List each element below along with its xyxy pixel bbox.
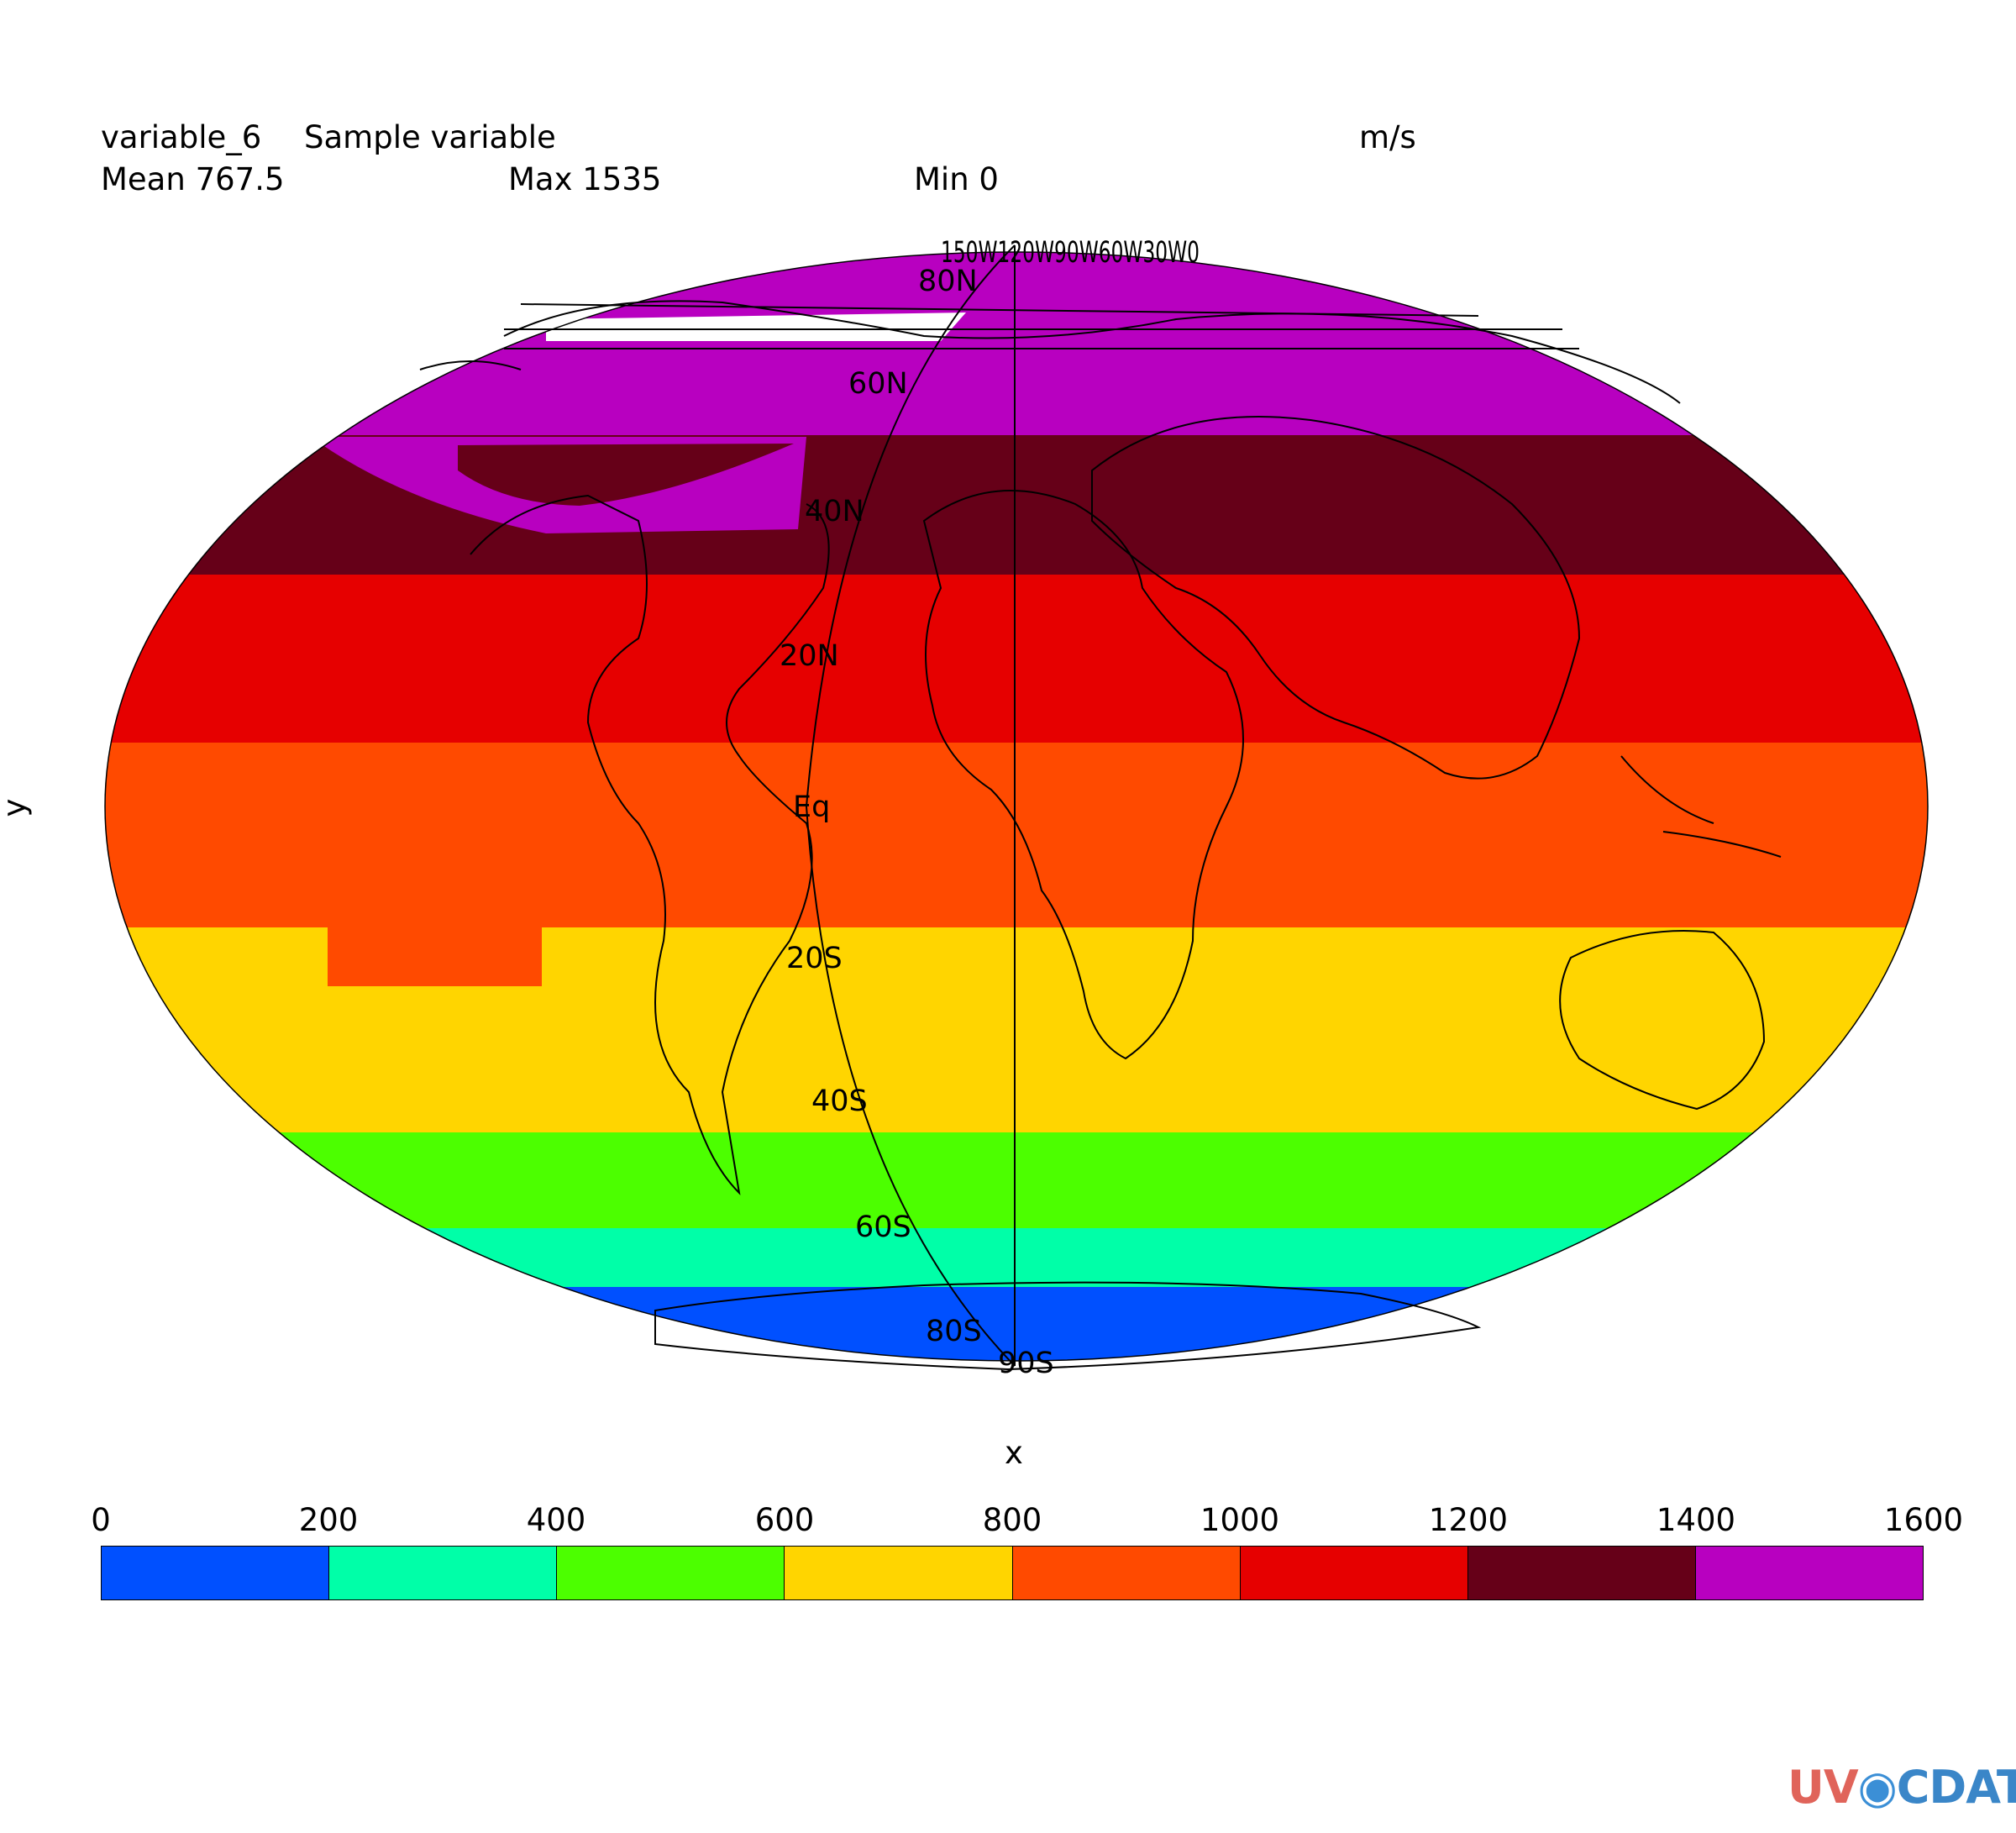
colorbar-tick: 1000 [1200,1502,1280,1538]
colorbar-cell [1240,1547,1468,1599]
lon-labels-overlap: 150W120W90W60W30W0 [941,236,1200,270]
lat-label-40s: 40S [811,1085,868,1118]
x-axis-label: x [1005,1435,1023,1471]
band-400-600 [105,1132,1928,1230]
long-name: Sample variable [304,119,556,155]
colorbar-tick: 1600 [1883,1502,1964,1538]
band-200-400 [105,1228,1928,1289]
orange-patch [328,926,542,986]
colorbar-tick: 800 [982,1502,1042,1538]
mean-label: Mean 767.5 [101,161,285,197]
units-label: m/s [1359,119,1416,155]
logo-uv: UV [1788,1761,1859,1814]
globe-outline [104,251,1929,1362]
max-label: Max 1535 [508,161,662,197]
lat-label-eq: Eq [793,790,830,824]
lat-label-20n: 20N [780,639,839,673]
uvcdat-logo: UV◉CDAT [1788,1761,2016,1814]
band-800-1000 [105,743,1928,929]
colorbar-cell [1012,1547,1241,1599]
colorbar-tick: 1400 [1656,1502,1736,1538]
lat-label-60s: 60S [855,1211,911,1244]
lat-label-80s: 80S [926,1315,982,1348]
colorbar-cell [557,1547,785,1599]
min-label: Min 0 [914,161,999,197]
logo-cdat: CDAT [1896,1761,2016,1814]
colorbar-cell [1695,1547,1923,1599]
colorbar-tick: 0 [91,1502,111,1538]
white-gap-top [546,313,966,341]
logo-globe-icon: ◉ [1857,1761,1898,1814]
lat-label-80n: 80N [918,265,978,298]
colorbar-cell [785,1547,1013,1599]
colorbar-tick: 400 [526,1502,586,1538]
colorbar-tick: 200 [298,1502,359,1538]
lat-label-90s: 90S [998,1347,1054,1380]
colorbar-cell [329,1547,558,1599]
band-1000-1200 [105,575,1928,744]
lat-label-20s: 20S [786,942,843,975]
map-bands [105,252,1928,1361]
colorbar-tick: 600 [754,1502,815,1538]
band-1400-1600 [105,252,1928,449]
colorbar-cell [1467,1547,1696,1599]
darkred-lens-patch [458,444,794,506]
lat-label-60n: 60N [848,367,908,401]
colorbar-cell [102,1547,330,1599]
lat-label-40n: 40N [805,495,864,528]
variable-name: variable_6 [101,119,262,155]
colorbar-tick: 1200 [1428,1502,1509,1538]
coastlines [419,300,1782,1371]
y-axis-label: y [0,799,32,817]
meridian-line [805,244,1016,1367]
colorbar [101,1546,1924,1600]
